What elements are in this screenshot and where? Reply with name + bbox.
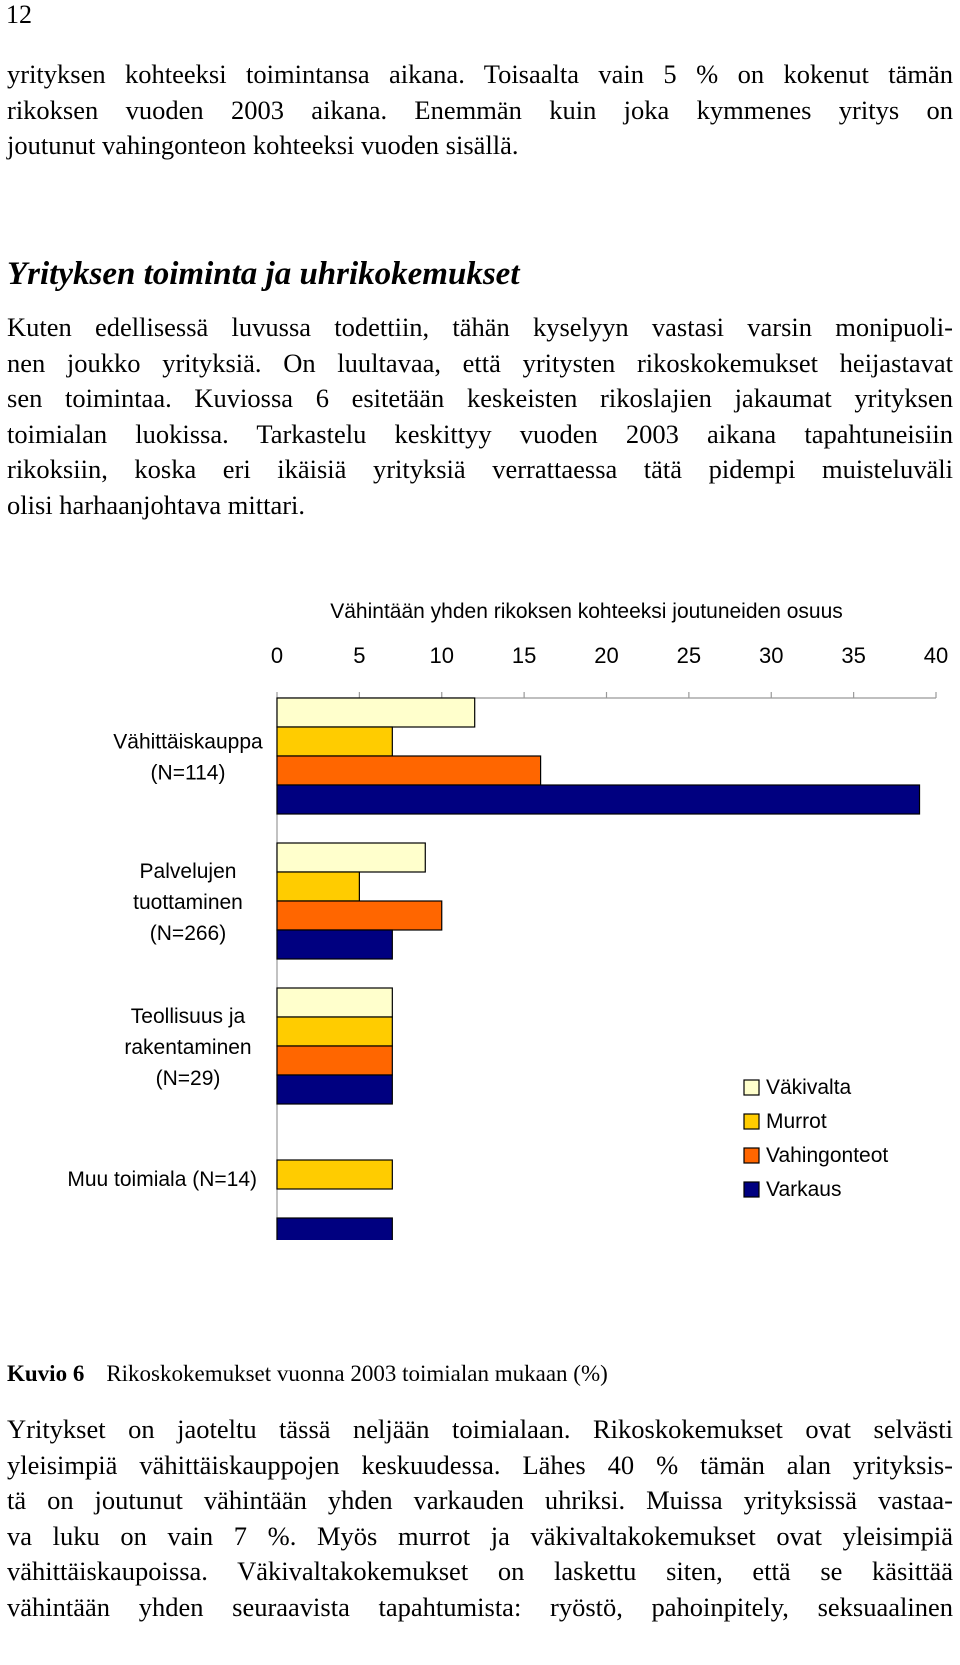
page-number: 12 xyxy=(6,0,32,29)
x-tick-label: 25 xyxy=(677,643,701,668)
legend-swatch xyxy=(743,1181,760,1198)
x-tick-label: 20 xyxy=(594,643,618,668)
bar xyxy=(276,1074,393,1105)
section-line: olisi harhaanjohtava mittari. xyxy=(7,489,306,520)
legend-swatch xyxy=(743,1113,760,1130)
bar xyxy=(276,1045,393,1076)
bar xyxy=(276,1016,393,1047)
legend-swatch xyxy=(743,1147,760,1164)
bar xyxy=(276,697,476,728)
section-heading: Yrityksen toiminta ja uhrikokemukset xyxy=(7,256,520,292)
section-line: rikoksiin, koska eri ikäisiä yrityksiä v… xyxy=(7,454,953,485)
intro-line: yrityksen kohteeksi toimintansa aikana. … xyxy=(7,59,953,89)
intro-line: joutunut vahingonteon kohteeksi vuoden s… xyxy=(7,130,519,161)
legend-label: Varkaus xyxy=(766,1178,841,1201)
category-label: (N=114) xyxy=(151,762,226,785)
x-tick-label: 10 xyxy=(430,643,454,668)
figure-caption-text: Rikoskokemukset vuonna 2003 toimialan mu… xyxy=(106,1361,608,1386)
section-paragraph: Kuten edellisessä luvussa todettiin, täh… xyxy=(7,310,953,524)
category-label: tuottaminen xyxy=(133,891,243,914)
bar xyxy=(276,726,393,757)
section-line: Kuten edellisessä luvussa todettiin, täh… xyxy=(7,312,953,342)
legend-swatch xyxy=(743,1079,760,1096)
legend-label: Väkivalta xyxy=(766,1076,852,1099)
category-label: rakentaminen xyxy=(124,1036,251,1059)
outro-line: tä on joutunut vähintään yhden varkauden… xyxy=(7,1485,953,1516)
bar xyxy=(276,1159,393,1190)
figure-caption-label: Kuvio 6 xyxy=(7,1361,85,1386)
bar xyxy=(276,987,393,1018)
bar xyxy=(276,871,360,902)
x-tick-label: 15 xyxy=(512,643,536,668)
bar xyxy=(276,842,426,873)
category-label: Vähittäiskauppa xyxy=(113,731,263,754)
bar xyxy=(276,784,921,815)
outro-line: yleisimpiä vähittäiskauppojen keskuudess… xyxy=(7,1449,953,1480)
intro-paragraph: yrityksen kohteeksi toimintansa aikana. … xyxy=(7,57,953,164)
bar xyxy=(276,900,443,931)
chart-title: Vähintään yhden rikoksen kohteeksi joutu… xyxy=(330,600,843,623)
category-label: Palvelujen xyxy=(140,860,237,883)
x-tick-label: 30 xyxy=(759,643,783,668)
category-label: Teollisuus ja xyxy=(131,1005,246,1028)
figure-caption: Kuvio 6 Rikoskokemukset vuonna 2003 toimi… xyxy=(7,1361,608,1387)
x-tick-label: 40 xyxy=(924,643,948,668)
x-tick-label: 5 xyxy=(353,643,365,668)
legend-label: Murrot xyxy=(766,1110,827,1133)
bar xyxy=(276,755,542,786)
section-line: sen toimintaa. Kuviossa 6 esitetään kesk… xyxy=(7,383,953,414)
category-label: (N=266) xyxy=(150,922,226,945)
legend-label: Vahingonteot xyxy=(766,1144,888,1167)
x-tick-label: 35 xyxy=(841,643,865,668)
bar xyxy=(276,929,393,960)
category-label: Muu toimiala (N=14) xyxy=(67,1168,257,1191)
x-tick-label: 0 xyxy=(271,643,283,668)
outro-line: vähintään yhden seuraavista tapahtumista… xyxy=(7,1591,953,1622)
section-line: toimialan luokissa. Tarkastelu keskittyy… xyxy=(7,418,953,449)
bar-chart-svg: Vähintään yhden rikoksen kohteeksi joutu… xyxy=(67,600,948,1240)
bar xyxy=(276,1217,393,1240)
section-line: nen joukko yrityksiä. On luultavaa, että… xyxy=(7,347,953,378)
intro-line: rikoksen vuoden 2003 aikana. Enemmän kui… xyxy=(7,94,953,125)
category-label: (N=29) xyxy=(156,1067,221,1090)
outro-paragraph: Yritykset on jaoteltu tässä neljään toim… xyxy=(7,1412,953,1626)
outro-line: Yritykset on jaoteltu tässä neljään toim… xyxy=(7,1414,953,1444)
outro-line: vähittäiskaupoissa. Väkivaltakokemukset … xyxy=(7,1556,953,1587)
outro-line: va luku on vain 7 %. Myös murrot ja väki… xyxy=(7,1520,953,1551)
bar-chart: Vähintään yhden rikoksen kohteeksi joutu… xyxy=(0,590,960,1240)
